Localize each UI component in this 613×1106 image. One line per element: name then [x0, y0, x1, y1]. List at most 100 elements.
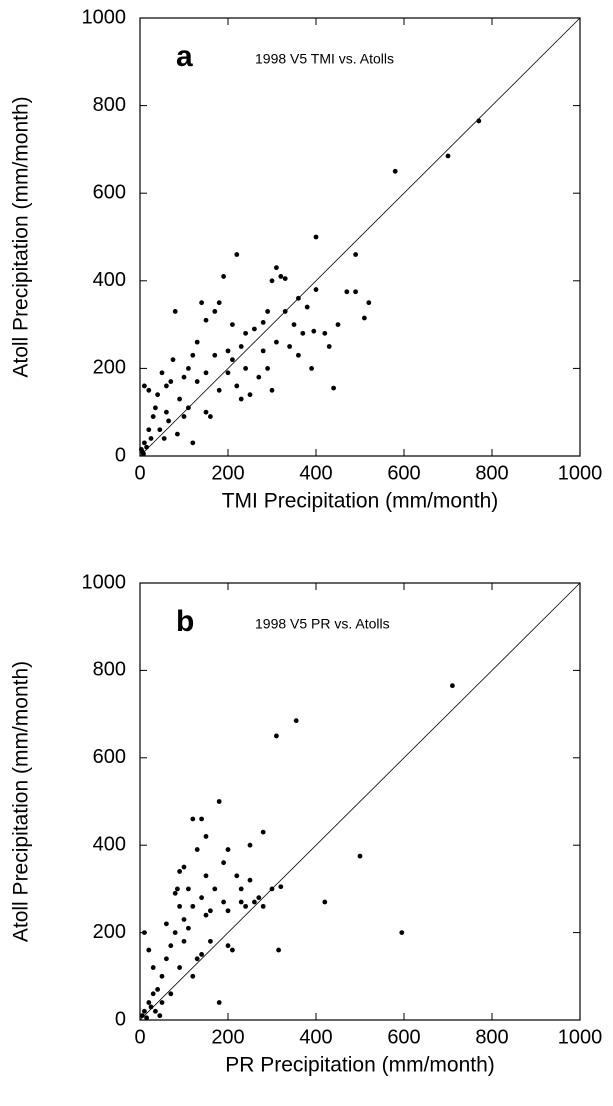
- point: [190, 440, 196, 446]
- y-tick-label: 1000: [82, 6, 127, 28]
- point: [260, 348, 266, 354]
- point: [199, 952, 205, 957]
- point: [269, 278, 275, 284]
- annotation: 1998 V5 PR vs. Atolls: [255, 616, 390, 632]
- point: [234, 252, 240, 257]
- y-axis-label: Atoll Precipitation (mm/month): [10, 96, 33, 377]
- point: [164, 383, 169, 389]
- point: [190, 903, 196, 909]
- x-axis-label: PR Precipitation (mm/month): [225, 1054, 495, 1077]
- y-tick-label: 0: [115, 1008, 126, 1030]
- point: [172, 930, 178, 935]
- point: [256, 895, 262, 901]
- point: [366, 300, 372, 306]
- point: [243, 366, 249, 371]
- point: [186, 886, 191, 892]
- point: [146, 387, 152, 393]
- point: [225, 943, 231, 949]
- one-to-one-line: [139, 582, 581, 1021]
- point: [208, 414, 213, 419]
- point: [274, 265, 279, 271]
- point: [203, 409, 209, 415]
- point: [216, 387, 222, 393]
- x-tick-label: 200: [211, 1026, 244, 1048]
- point: [293, 718, 299, 724]
- point: [225, 847, 231, 852]
- y-tick-label: 600: [93, 181, 126, 203]
- point: [234, 383, 240, 389]
- point: [274, 733, 279, 739]
- point: [146, 1000, 152, 1005]
- point: [203, 317, 209, 323]
- point: [186, 405, 191, 411]
- point: [181, 917, 187, 922]
- point: [296, 352, 301, 358]
- point: [311, 328, 317, 334]
- point: [278, 884, 284, 890]
- point: [199, 816, 205, 822]
- point: [194, 379, 200, 384]
- point: [238, 899, 244, 905]
- point: [276, 947, 281, 953]
- point: [216, 799, 222, 804]
- point: [177, 869, 183, 874]
- y-tick-label: 0: [115, 444, 126, 466]
- point: [172, 309, 178, 314]
- point: [155, 987, 161, 992]
- point: [247, 877, 253, 883]
- plot-frame: [139, 17, 581, 457]
- x-tick-label: 1000: [558, 462, 603, 484]
- point: [161, 436, 167, 441]
- point: [225, 908, 231, 914]
- point: [353, 289, 358, 295]
- point: [247, 842, 253, 848]
- point: [238, 396, 244, 402]
- point: [164, 921, 169, 927]
- point: [142, 1008, 147, 1014]
- point: [282, 309, 288, 314]
- point: [326, 344, 332, 349]
- point: [150, 414, 156, 419]
- point: [139, 1013, 145, 1019]
- point: [190, 973, 196, 979]
- point: [216, 300, 222, 306]
- point: [155, 392, 161, 398]
- point: [175, 431, 180, 437]
- point: [166, 418, 172, 424]
- point: [278, 274, 284, 279]
- point: [260, 829, 266, 835]
- point: [476, 118, 482, 124]
- point: [445, 153, 451, 159]
- x-tick-label: 0: [134, 462, 145, 484]
- point: [157, 427, 163, 433]
- y-tick-label: 1000: [82, 571, 127, 593]
- point: [212, 309, 218, 314]
- point: [177, 965, 183, 970]
- y-tick-label: 200: [93, 357, 126, 379]
- point: [357, 853, 363, 859]
- x-tick-label: 600: [387, 1026, 420, 1048]
- point: [153, 405, 158, 411]
- point: [181, 864, 187, 870]
- point: [221, 274, 227, 279]
- point: [168, 943, 174, 949]
- point: [260, 903, 266, 909]
- point: [208, 938, 213, 944]
- point: [225, 348, 231, 354]
- y-tick-label: 400: [93, 833, 126, 855]
- point: [238, 886, 244, 892]
- x-tick-label: 0: [134, 1026, 145, 1048]
- y-tick-label: 600: [93, 746, 126, 768]
- point: [265, 366, 270, 371]
- point: [177, 903, 183, 909]
- point: [296, 295, 301, 301]
- point: [168, 379, 174, 384]
- point: [146, 427, 152, 433]
- y-tick-label: 400: [93, 269, 126, 291]
- point: [265, 309, 270, 314]
- point: [203, 912, 209, 918]
- point: [142, 440, 147, 446]
- point: [203, 873, 209, 879]
- point: [243, 330, 249, 336]
- point: [144, 1015, 150, 1021]
